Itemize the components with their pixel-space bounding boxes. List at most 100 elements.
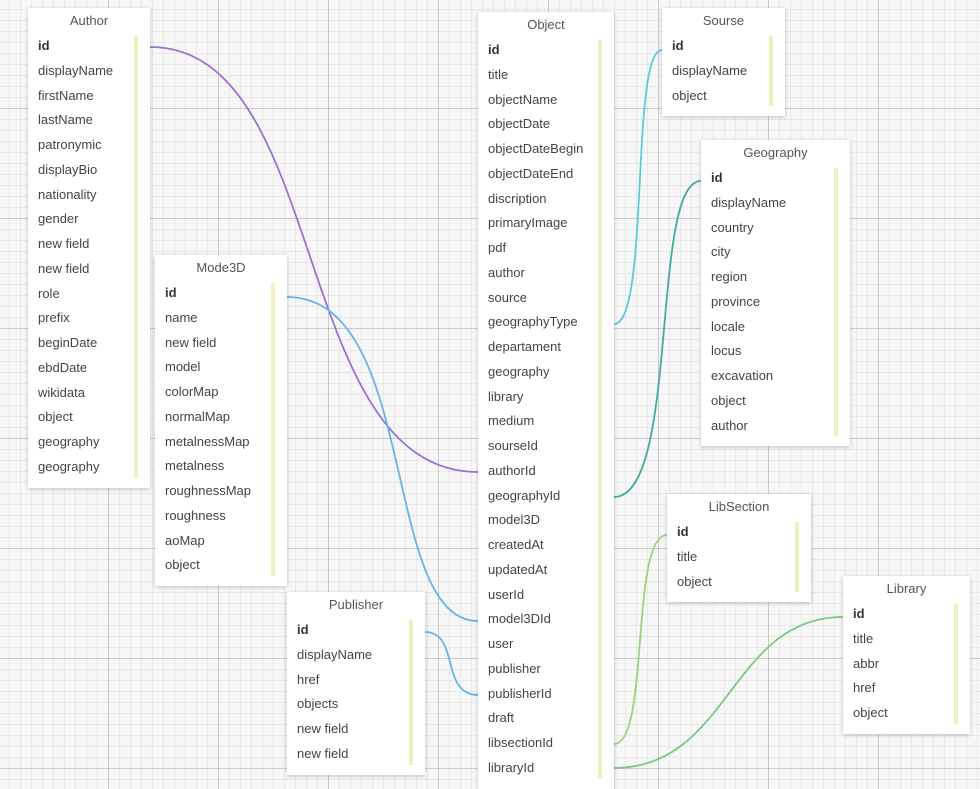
field-row[interactable]: country <box>711 219 754 235</box>
field-row[interactable]: userId <box>488 586 525 602</box>
field-row[interactable]: objectDateEnd <box>488 165 574 181</box>
scroll-bar[interactable] <box>769 36 773 107</box>
primary-key-field[interactable]: id <box>38 38 50 53</box>
field-row[interactable]: object <box>711 392 746 408</box>
scroll-bar[interactable] <box>954 604 958 724</box>
field-row[interactable]: region <box>711 269 748 284</box>
field-row[interactable]: title <box>853 630 874 646</box>
field-row[interactable]: primaryImage <box>488 215 568 231</box>
field-row[interactable]: geography <box>488 363 550 379</box>
field-row[interactable]: object <box>677 573 712 589</box>
field-row[interactable]: author <box>488 264 525 280</box>
field-row[interactable]: new field <box>38 236 90 251</box>
field-row[interactable]: firstName <box>38 87 94 103</box>
field-row[interactable]: geography <box>38 434 100 449</box>
scroll-bar[interactable] <box>834 168 838 437</box>
primary-key-field[interactable]: id <box>165 285 177 300</box>
field-row[interactable]: displayName <box>297 646 373 662</box>
field-row[interactable]: sourseId <box>488 438 538 453</box>
scroll-bar[interactable] <box>134 36 138 478</box>
field-row[interactable]: lastName <box>38 112 93 128</box>
field-row[interactable]: new field <box>297 721 349 736</box>
primary-key-field[interactable]: id <box>672 38 684 53</box>
field-row[interactable]: aoMap <box>165 532 205 548</box>
field-row[interactable]: prefix <box>38 310 70 326</box>
field-row[interactable]: patronymic <box>38 137 102 152</box>
field-row[interactable]: departament <box>488 339 561 354</box>
table-title[interactable]: Author <box>69 13 109 28</box>
field-row[interactable]: title <box>488 66 509 82</box>
field-row[interactable]: displayBio <box>38 161 98 177</box>
table-title[interactable]: Mode3D <box>196 260 246 275</box>
field-row[interactable]: excavation <box>711 368 774 383</box>
scroll-bar[interactable] <box>271 283 275 576</box>
field-row[interactable]: object <box>38 409 73 425</box>
field-row[interactable]: colorMap <box>165 384 219 399</box>
field-row[interactable]: new field <box>297 745 349 761</box>
field-row[interactable]: href <box>297 671 320 687</box>
field-row[interactable]: role <box>38 285 60 301</box>
field-row[interactable]: draft <box>488 710 515 726</box>
field-row[interactable]: model3D <box>488 512 541 528</box>
field-row[interactable]: new field <box>38 260 90 276</box>
field-row[interactable]: displayName <box>38 62 114 78</box>
table-title[interactable]: Publisher <box>328 597 384 612</box>
field-row[interactable]: objectDateBegin <box>488 141 584 156</box>
field-row[interactable]: metalnessMap <box>165 433 250 449</box>
field-row[interactable]: nationality <box>38 186 97 202</box>
field-row[interactable]: pdf <box>488 240 507 255</box>
field-row[interactable]: author <box>711 417 748 433</box>
table-geography[interactable]: Geography id displayName country city region… <box>701 140 850 447</box>
field-row[interactable]: object <box>165 557 200 573</box>
table-title[interactable]: Object <box>527 17 565 32</box>
field-row[interactable]: new field <box>165 334 217 350</box>
field-row[interactable]: gender <box>38 211 79 227</box>
field-row[interactable]: authorId <box>488 462 536 478</box>
field-row[interactable]: publisher <box>488 660 541 676</box>
table-publisher[interactable]: Publisher id displayName href objects new fi… <box>287 592 425 775</box>
scroll-bar[interactable] <box>598 40 602 779</box>
table-title[interactable]: Sourse <box>702 13 745 28</box>
field-row[interactable]: geographyId <box>488 487 561 503</box>
primary-key-field[interactable]: id <box>711 170 723 185</box>
table-libsection[interactable]: LibSection id title object <box>667 494 811 603</box>
table-object[interactable]: Object id title objectName objectDate object… <box>478 12 614 789</box>
field-row[interactable]: objectDate <box>488 116 551 132</box>
field-row[interactable]: library <box>488 388 524 404</box>
field-row[interactable]: displayName <box>711 194 787 210</box>
table-author[interactable]: Author id displayName firstName lastName pat… <box>28 8 150 488</box>
field-row[interactable]: libraryId <box>488 759 535 775</box>
field-row[interactable]: updatedAt <box>488 561 548 577</box>
field-row[interactable]: normalMap <box>165 408 231 424</box>
field-row[interactable]: publisherId <box>488 685 552 701</box>
field-row[interactable]: model3DId <box>488 611 551 627</box>
field-row[interactable]: href <box>853 680 876 696</box>
field-row[interactable]: object <box>853 705 888 720</box>
table-sourse[interactable]: Sourse id displayName object <box>662 8 785 117</box>
field-row[interactable]: discription <box>488 190 547 206</box>
table-title[interactable]: Geography <box>743 145 808 160</box>
primary-key-field[interactable]: id <box>488 42 500 57</box>
field-row[interactable]: libsectionId <box>488 735 554 750</box>
field-row[interactable]: objectName <box>488 91 558 107</box>
field-row[interactable]: beginDate <box>38 335 98 350</box>
table-mode3d[interactable]: Mode3D id name new field model colorMap norma… <box>155 255 287 586</box>
field-row[interactable]: locus <box>711 343 742 359</box>
table-title[interactable]: LibSection <box>708 499 770 514</box>
field-row[interactable]: roughnessMap <box>165 483 251 498</box>
field-row[interactable]: roughness <box>165 507 226 523</box>
primary-key-field[interactable]: id <box>853 606 865 621</box>
field-row[interactable]: object <box>672 87 707 103</box>
field-row[interactable]: medium <box>488 413 535 429</box>
field-row[interactable]: user <box>488 636 514 651</box>
field-row[interactable]: metalness <box>165 458 225 474</box>
field-row[interactable]: model <box>165 359 201 375</box>
field-row[interactable]: province <box>711 293 761 309</box>
table-title[interactable]: Library <box>886 581 927 596</box>
table-library[interactable]: Library id title abbr href object <box>843 576 970 734</box>
field-row[interactable]: title <box>677 548 698 564</box>
field-row[interactable]: displayName <box>672 62 748 78</box>
scroll-bar[interactable] <box>795 522 799 593</box>
field-row[interactable]: objects <box>297 696 339 712</box>
field-row[interactable]: createdAt <box>488 537 544 552</box>
